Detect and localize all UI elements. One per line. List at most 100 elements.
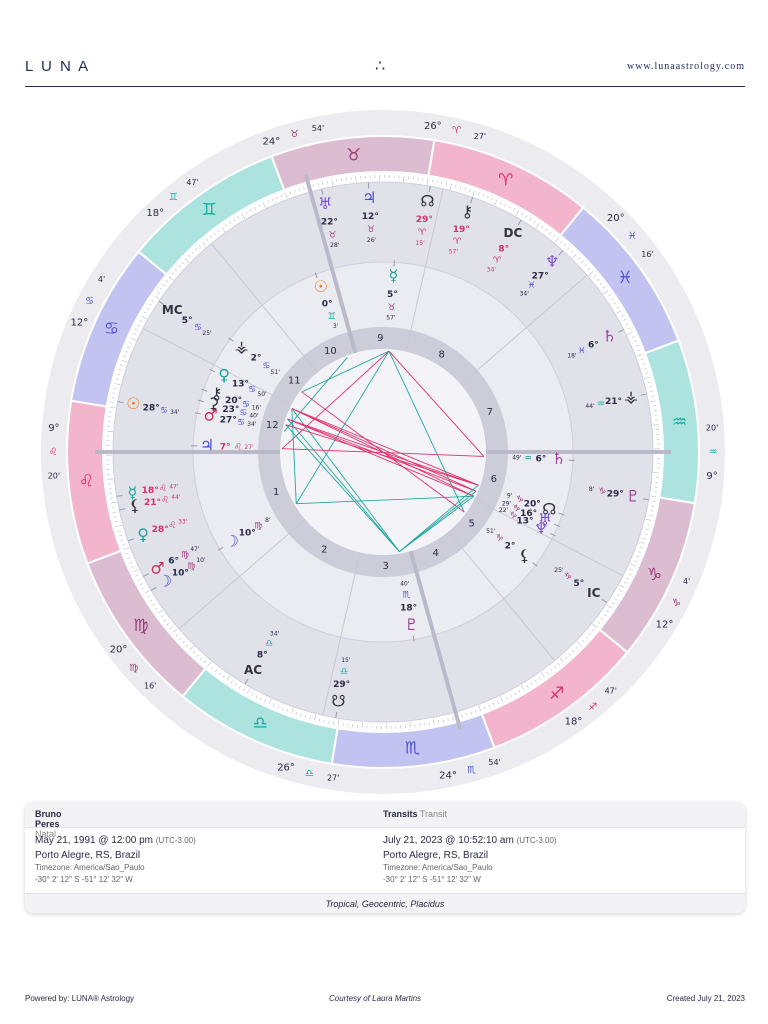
transit-planet-minute: 44' [171,494,181,501]
natal-date: May 21, 1991 @ 12:00 pm [35,835,153,846]
sign-glyph: ♑ [647,565,662,585]
degree-tick [492,702,495,706]
degree-tick [585,636,589,639]
transit-planet-sign: ♉ [367,225,375,235]
cusp-sign: ♐ [588,702,597,713]
degree-tick [627,327,631,330]
degree-tick [225,223,228,227]
degree-tick [121,359,128,363]
transit-planet-glyph: AC [244,663,262,677]
sign-glyph: ♒ [672,413,687,433]
transit-planet-sign: ♋ [194,323,202,333]
degree-tick [592,623,598,628]
degree-tick [162,283,166,287]
natal-planet-glyph: ⚳ [208,394,220,413]
transit-planet-glyph: ☊ [420,191,434,210]
degree-tick [436,180,438,184]
transit-planet-glyph: ☋ [331,692,345,711]
degree-tick [465,712,468,717]
natal-planet-glyph: ♃ [200,436,214,455]
transit-planet-tick [321,188,324,196]
aspect-line [291,408,477,492]
transit-planet-sign: ♑ [598,487,606,497]
degree-tick [326,180,328,184]
sign-glyph: ♏ [405,739,420,759]
transit-planet-minute: 47' [169,483,179,490]
degree-tick [336,178,338,182]
cusp-degree: 26° [277,762,295,773]
natal-planet-minute: 40' [249,412,259,419]
degree-tick [567,246,570,250]
cusp-sign: ♈ [452,125,461,136]
degree-tick [129,561,133,564]
natal-planet-degree: 16° [520,509,537,519]
degree-tick [649,386,653,388]
degree-tick [409,721,411,728]
degree-tick [122,543,126,546]
transit-planet-sign: ♑ [564,572,572,582]
degree-tick [268,698,272,705]
degree-tick [459,186,462,190]
natal-planet-sign: ♉ [388,303,396,313]
aspect-line [295,350,390,504]
panel-header [25,803,745,828]
natal-planet-sign: ♌ [234,443,242,453]
degree-tick [647,381,652,383]
cusp-degree: 26° [424,121,442,132]
transit-timezone: Timezone: America/Sao_Paulo [383,863,493,872]
degree-tick [629,563,636,567]
angle-axis [303,174,358,354]
info-panel: Bruno Peres Natal May 21, 1991 @ 12:00 p… [25,803,745,913]
natal-planet-degree: 6° [535,454,546,464]
cusp-sign: ♑ [672,598,681,609]
transit-planet-sign: ♉ [328,230,336,240]
natal-planet-sign: ♋ [239,408,247,418]
transit-planet-degree: 19° [453,225,470,235]
natal-planet-degree: 13° [517,517,534,527]
degree-tick [120,539,124,541]
transit-planet-sign: ♈ [493,256,502,266]
aspect-line [291,408,479,486]
natal-planet-glyph: ♇ [404,615,418,634]
degree-tick [179,637,182,640]
degree-tick [210,666,214,670]
degree-tick [255,695,258,699]
created: Created July 21, 2023 [666,994,745,1003]
degree-tick [521,212,524,216]
transit-planet-degree: 29° [416,215,433,225]
natal-planet-minute: 51' [271,369,281,376]
degree-tick [478,705,482,712]
degree-tick [114,521,119,523]
cusp-minute: 20' [48,472,60,481]
natal-planet-sign: ♊ [328,312,336,322]
natal-planet-degree: 13° [232,379,249,389]
aspect-line [287,418,474,497]
natal-utc: (UTC-3.00) [155,836,196,845]
cusp-degree: 20° [110,644,128,655]
degree-tick [620,314,624,317]
degree-tick [626,577,630,580]
natal-planet-minute: 27' [244,444,254,451]
degree-tick [213,232,216,236]
natal-planet-degree: 2° [505,541,516,551]
degree-tick [295,711,298,716]
transit-planet-glyph: ⚷ [461,202,473,221]
degree-tick [630,568,634,571]
degree-tick [332,721,335,725]
degree-tick [508,205,511,209]
transit-planet-sign: ♓ [528,281,536,291]
transit-planet-degree: 29° [333,680,350,690]
natal-planet-tick [412,635,415,642]
transit-planet-sign: ♌ [159,484,167,494]
transit-planet-degree: 21° [144,498,161,508]
transit-planet-tick [601,598,608,604]
degree-tick [486,195,489,199]
cusp-sign: ♎ [305,769,314,780]
transit-planet-tick [470,197,474,204]
natal-planet-minute: 8' [265,517,271,524]
degree-tick [205,238,209,242]
url[interactable]: www.lunaastrology.com [626,61,745,72]
degree-tick [534,679,537,683]
degree-tick [637,349,641,352]
natal-planet-degree: 10° [239,528,256,538]
